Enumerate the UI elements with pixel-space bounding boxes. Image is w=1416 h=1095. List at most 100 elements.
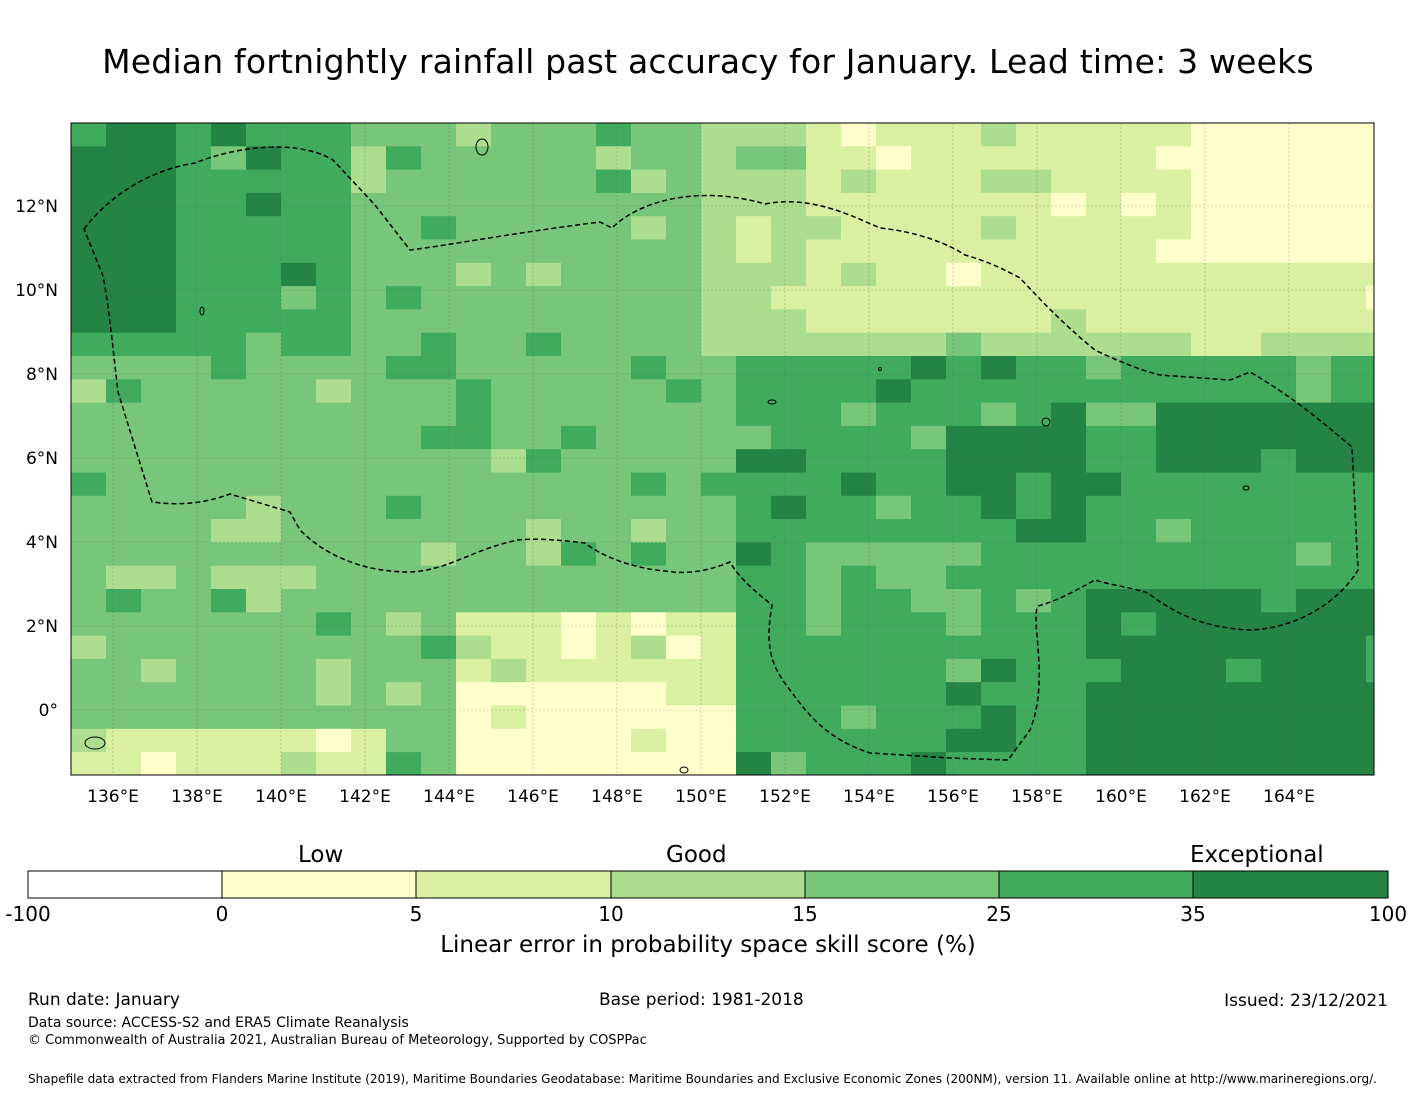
grid-cell <box>806 239 842 264</box>
grid-cell <box>876 332 912 357</box>
grid-cell <box>141 635 177 660</box>
grid-cell <box>176 682 212 707</box>
grid-cell <box>491 705 527 730</box>
grid-cell <box>211 216 247 241</box>
grid-cell <box>1121 519 1157 543</box>
grid-cell <box>106 449 142 474</box>
grid-cell <box>246 356 282 380</box>
grid-cell <box>1051 635 1087 660</box>
grid-cell <box>246 752 282 775</box>
grid-cell <box>316 309 352 334</box>
grid-cell <box>1156 262 1192 287</box>
grid-cell <box>701 589 737 613</box>
grid-cell <box>281 752 317 775</box>
grid-cell <box>1226 449 1262 474</box>
grid-cell <box>1086 612 1122 637</box>
grid-cell <box>736 425 772 450</box>
grid-cell <box>1156 495 1192 520</box>
grid-cell <box>1261 309 1297 334</box>
grid-cell <box>106 123 142 147</box>
grid-cell <box>666 169 702 194</box>
grid-cell <box>1296 192 1332 217</box>
grid-cell <box>981 192 1017 217</box>
grid-cell <box>596 658 632 683</box>
grid-cell <box>141 356 177 380</box>
grid-cell <box>1086 262 1122 287</box>
grid-cell <box>211 146 247 171</box>
grid-cell <box>1191 192 1227 217</box>
grid-cell <box>1226 658 1262 683</box>
grid-cell <box>1191 542 1227 567</box>
grid-cell <box>281 612 317 637</box>
grid-cell <box>526 728 562 753</box>
grid-cell <box>561 682 597 707</box>
grid-cell <box>911 705 947 730</box>
grid-cell <box>701 216 737 241</box>
grid-cell <box>421 589 457 613</box>
grid-cell <box>1016 519 1052 543</box>
grid-cell <box>421 728 457 753</box>
grid-cell <box>246 332 282 357</box>
grid-cell <box>701 379 737 404</box>
grid-cell <box>1191 216 1227 241</box>
y-tick-label: 0° <box>39 701 58 721</box>
grid-cell <box>771 635 807 660</box>
grid-cell <box>946 332 982 357</box>
grid-cell <box>71 705 107 730</box>
grid-cell <box>666 402 702 427</box>
grid-cell <box>421 449 457 474</box>
grid-cell <box>106 658 142 683</box>
grid-cells <box>71 123 1374 775</box>
grid-cell <box>176 402 212 427</box>
grid-cell <box>946 589 982 613</box>
grid-cell <box>1261 425 1297 450</box>
grid-cell <box>701 519 737 543</box>
grid-cell <box>596 379 632 404</box>
grid-cell <box>666 309 702 334</box>
grid-cell <box>1366 705 1374 730</box>
grid-cell <box>666 332 702 357</box>
grid-cell <box>176 752 212 775</box>
grid-cell <box>211 262 247 287</box>
grid-cell <box>1331 309 1367 334</box>
grid-cell <box>176 309 212 334</box>
grid-cell <box>771 682 807 707</box>
grid-cell <box>351 705 387 730</box>
grid-cell <box>1121 612 1157 637</box>
grid-cell <box>876 123 912 147</box>
grid-cell <box>631 402 667 427</box>
grid-cell <box>141 682 177 707</box>
run-date: Run date: January <box>28 990 180 1010</box>
grid-cell <box>211 495 247 520</box>
grid-cell <box>1016 542 1052 567</box>
grid-cell <box>386 449 422 474</box>
grid-cell <box>491 449 527 474</box>
grid-cell <box>771 519 807 543</box>
grid-cell <box>946 705 982 730</box>
grid-cell <box>841 379 877 404</box>
grid-cell <box>71 519 107 543</box>
grid-cell <box>1191 379 1227 404</box>
grid-cell <box>316 146 352 171</box>
grid-cell <box>1051 495 1087 520</box>
grid-cell <box>561 379 597 404</box>
grid-cell <box>631 542 667 567</box>
grid-cell <box>1051 425 1087 450</box>
grid-cell <box>316 332 352 357</box>
grid-cell <box>1191 682 1227 707</box>
grid-cell <box>1191 332 1227 357</box>
grid-cell <box>526 449 562 474</box>
grid-cell <box>771 612 807 637</box>
grid-cell <box>1016 309 1052 334</box>
grid-cell <box>1191 169 1227 194</box>
grid-cell <box>386 472 422 497</box>
grid-cell <box>771 286 807 310</box>
grid-cell <box>841 169 877 194</box>
grid-cell <box>1226 635 1262 660</box>
grid-cell <box>631 286 667 310</box>
grid-cell <box>666 752 702 775</box>
grid-cell <box>911 612 947 637</box>
colorbar-tick-label: 25 <box>986 902 1012 926</box>
grid-cell <box>1086 286 1122 310</box>
grid-cell <box>561 239 597 264</box>
